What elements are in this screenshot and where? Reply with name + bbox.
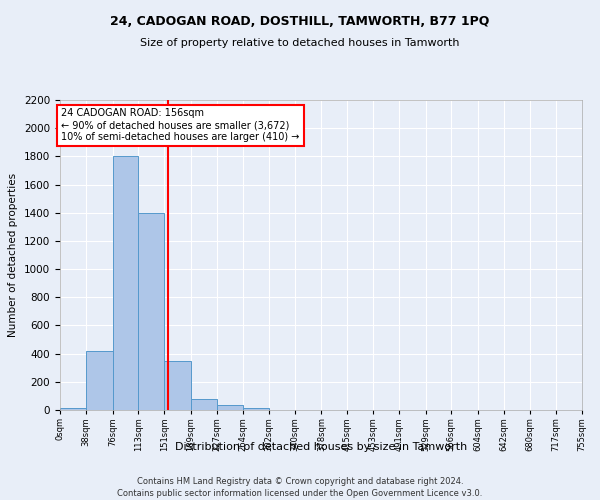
Text: Distribution of detached houses by size in Tamworth: Distribution of detached houses by size … bbox=[175, 442, 467, 452]
Y-axis label: Number of detached properties: Number of detached properties bbox=[8, 173, 19, 337]
Bar bbox=[138, 212, 164, 410]
Bar bbox=[86, 351, 113, 410]
Text: Contains HM Land Registry data © Crown copyright and database right 2024.: Contains HM Land Registry data © Crown c… bbox=[137, 478, 463, 486]
Bar bbox=[242, 408, 269, 410]
Text: Contains public sector information licensed under the Open Government Licence v3: Contains public sector information licen… bbox=[118, 489, 482, 498]
Text: Size of property relative to detached houses in Tamworth: Size of property relative to detached ho… bbox=[140, 38, 460, 48]
Bar bbox=[191, 398, 217, 410]
Text: 24 CADOGAN ROAD: 156sqm
← 90% of detached houses are smaller (3,672)
10% of semi: 24 CADOGAN ROAD: 156sqm ← 90% of detache… bbox=[61, 108, 300, 142]
Bar bbox=[164, 360, 191, 410]
Bar bbox=[60, 408, 86, 410]
Text: 24, CADOGAN ROAD, DOSTHILL, TAMWORTH, B77 1PQ: 24, CADOGAN ROAD, DOSTHILL, TAMWORTH, B7… bbox=[110, 15, 490, 28]
Bar bbox=[217, 405, 242, 410]
Bar bbox=[113, 156, 138, 410]
